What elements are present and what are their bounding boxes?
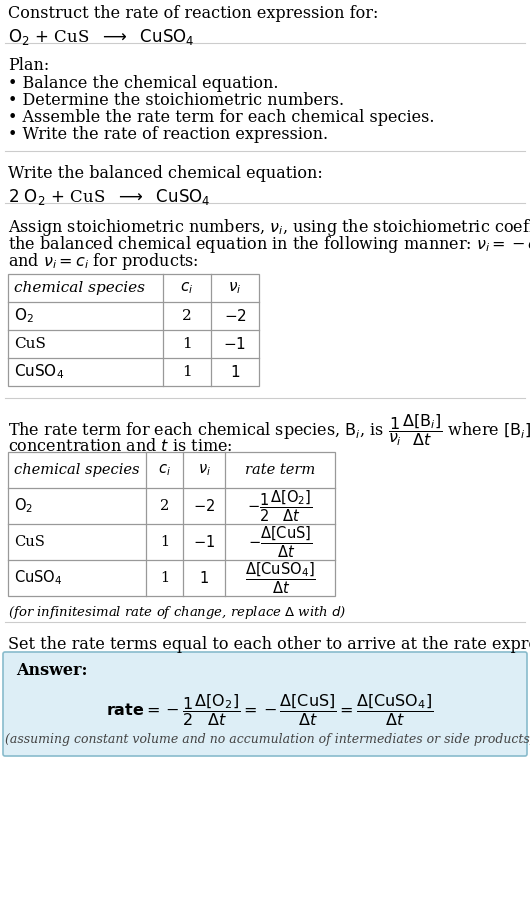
Text: Construct the rate of reaction expression for:: Construct the rate of reaction expressio… — [8, 5, 378, 22]
Text: • Determine the stoichiometric numbers.: • Determine the stoichiometric numbers. — [8, 92, 344, 109]
Text: Plan:: Plan: — [8, 57, 49, 74]
Text: $-1$: $-1$ — [193, 534, 215, 550]
Text: CuS: CuS — [14, 337, 46, 351]
Text: the balanced chemical equation in the following manner: $\nu_i = -c_i$ for react: the balanced chemical equation in the fo… — [8, 234, 530, 255]
Text: 1: 1 — [182, 365, 192, 379]
Text: The rate term for each chemical species, $\mathrm{B}_i$, is $\dfrac{1}{\nu_i}\df: The rate term for each chemical species,… — [8, 412, 530, 448]
Text: 2: 2 — [160, 499, 169, 513]
Text: $\mathrm{O_2}$ $+$ CuS  $\longrightarrow$  $\mathrm{CuSO_4}$: $\mathrm{O_2}$ $+$ CuS $\longrightarrow$… — [8, 27, 195, 47]
Text: rate term: rate term — [245, 463, 315, 477]
Text: (for infinitesimal rate of change, replace $\Delta$ with $d$): (for infinitesimal rate of change, repla… — [8, 604, 347, 621]
Text: $\mathrm{CuSO_4}$: $\mathrm{CuSO_4}$ — [14, 569, 63, 587]
Text: $c_i$: $c_i$ — [180, 280, 193, 296]
Text: (assuming constant volume and no accumulation of intermediates or side products): (assuming constant volume and no accumul… — [5, 733, 530, 746]
Text: CuS: CuS — [14, 535, 45, 549]
Text: $2\ \mathrm{O_2}$ $+$ CuS  $\longrightarrow$  $\mathrm{CuSO_4}$: $2\ \mathrm{O_2}$ $+$ CuS $\longrightarr… — [8, 187, 210, 207]
Text: 1: 1 — [160, 571, 169, 585]
FancyBboxPatch shape — [3, 652, 527, 756]
Text: $\mathrm{O_2}$: $\mathrm{O_2}$ — [14, 307, 34, 326]
Text: • Assemble the rate term for each chemical species.: • Assemble the rate term for each chemic… — [8, 109, 435, 126]
Text: $\dfrac{\Delta[\mathrm{CuSO_4}]}{\Delta t}$: $\dfrac{\Delta[\mathrm{CuSO_4}]}{\Delta … — [244, 561, 315, 596]
Text: $-\dfrac{\Delta[\mathrm{CuS}]}{\Delta t}$: $-\dfrac{\Delta[\mathrm{CuS}]}{\Delta t}… — [248, 524, 312, 560]
Text: $-\dfrac{1}{2}\dfrac{\Delta[\mathrm{O_2}]}{\Delta t}$: $-\dfrac{1}{2}\dfrac{\Delta[\mathrm{O_2}… — [248, 489, 313, 524]
Text: and $\nu_i = c_i$ for products:: and $\nu_i = c_i$ for products: — [8, 251, 198, 272]
Bar — [8, 274, 259, 386]
Text: $1$: $1$ — [199, 570, 209, 586]
Text: $-2$: $-2$ — [193, 498, 215, 514]
Text: $\mathrm{CuSO_4}$: $\mathrm{CuSO_4}$ — [14, 363, 64, 381]
Text: 2: 2 — [182, 309, 192, 323]
Text: 1: 1 — [160, 535, 169, 549]
Bar — [8, 452, 335, 596]
Text: concentration and $t$ is time:: concentration and $t$ is time: — [8, 438, 233, 455]
Text: • Balance the chemical equation.: • Balance the chemical equation. — [8, 75, 278, 92]
Text: $\mathbf{rate} = -\dfrac{1}{2}\dfrac{\Delta[\mathrm{O_2}]}{\Delta t}= -\dfrac{\D: $\mathbf{rate} = -\dfrac{1}{2}\dfrac{\De… — [107, 692, 434, 728]
Text: Set the rate terms equal to each other to arrive at the rate expression:: Set the rate terms equal to each other t… — [8, 636, 530, 653]
Text: $-2$: $-2$ — [224, 308, 246, 324]
Text: $\nu_i$: $\nu_i$ — [228, 280, 242, 296]
Text: chemical species: chemical species — [14, 463, 139, 477]
Text: Assign stoichiometric numbers, $\nu_i$, using the stoichiometric coefficients, $: Assign stoichiometric numbers, $\nu_i$, … — [8, 217, 530, 238]
Text: chemical species: chemical species — [14, 281, 145, 295]
Text: 1: 1 — [182, 337, 192, 351]
Text: $\nu_i$: $\nu_i$ — [198, 462, 210, 478]
Text: Write the balanced chemical equation:: Write the balanced chemical equation: — [8, 165, 323, 182]
Text: Answer:: Answer: — [16, 662, 87, 679]
Text: $-1$: $-1$ — [224, 336, 246, 352]
Text: $\mathrm{O_2}$: $\mathrm{O_2}$ — [14, 497, 33, 515]
Text: • Write the rate of reaction expression.: • Write the rate of reaction expression. — [8, 126, 328, 143]
Text: $1$: $1$ — [230, 364, 240, 380]
Text: $c_i$: $c_i$ — [158, 462, 171, 478]
